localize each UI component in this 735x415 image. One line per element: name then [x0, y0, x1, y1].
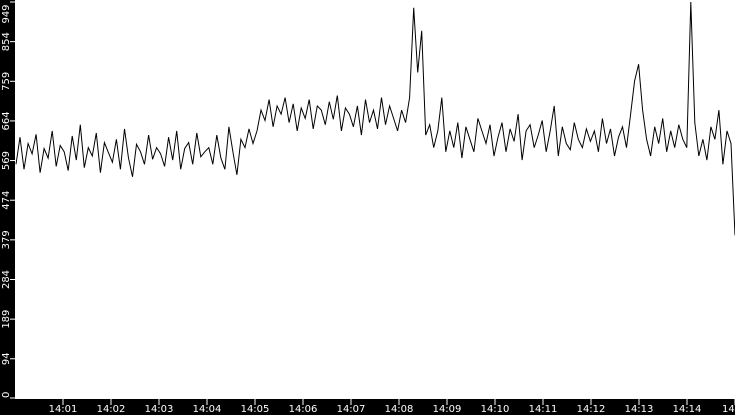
x-tick-label: 14:05	[241, 404, 270, 415]
x-tick-label: 14:12	[577, 404, 606, 415]
y-axis: 0 94 189 284 379 474 569 664 759 854 949	[1, 1, 15, 399]
y-tick-label: 0	[1, 392, 12, 398]
x-tick-label: 14:10	[481, 404, 510, 415]
x-tick-label: 14:09	[433, 404, 462, 415]
y-tick-label: 189	[1, 310, 12, 329]
x-tick-label: 14:11	[529, 404, 558, 415]
plot-area	[15, 0, 735, 399]
y-tick-label: 474	[1, 191, 12, 210]
y-tick-label: 94	[1, 352, 12, 365]
x-tick-label: 14:08	[385, 404, 414, 415]
y-tick-label: 379	[1, 230, 12, 249]
y-tick-label: 759	[1, 72, 12, 91]
x-tick-label: 14:13	[625, 404, 654, 415]
y-tick-label: 949	[1, 4, 12, 23]
x-axis: 14:01 14:02 14:03 14:04 14:05 14:06 14:07 14:08…	[49, 399, 735, 415]
x-tick-label: 14:01	[49, 404, 78, 415]
y-tick-label: 569	[1, 151, 12, 170]
x-tick-label: 14:04	[193, 404, 222, 415]
x-tick-label: 14	[722, 404, 735, 415]
y-tick-label: 664	[1, 111, 12, 130]
y-tick-label: 854	[1, 32, 12, 51]
x-tick-label: 14:07	[337, 404, 366, 415]
y-tick-label: 284	[1, 270, 12, 289]
series-line	[15, 1, 735, 236]
x-tick-label: 14:02	[97, 404, 126, 415]
x-tick-label: 14:03	[145, 404, 174, 415]
x-tick-label: 14:06	[289, 404, 318, 415]
x-tick-label: 14:14	[673, 404, 702, 415]
